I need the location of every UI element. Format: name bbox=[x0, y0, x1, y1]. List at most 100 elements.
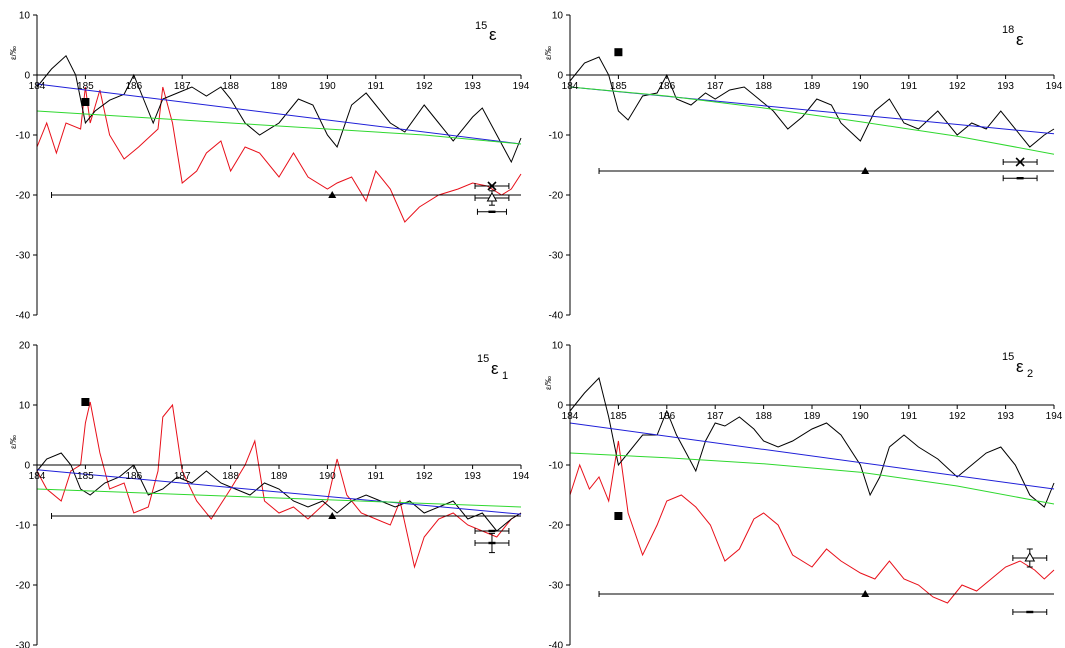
panel-title-symbol: ε bbox=[1016, 30, 1024, 49]
y-axis-title: ε/‰ bbox=[9, 46, 18, 60]
black-series-line bbox=[36, 452, 522, 532]
x-tick-label: 189 bbox=[271, 81, 288, 92]
black-series-line bbox=[36, 54, 522, 164]
x-tick-label: 187 bbox=[174, 471, 191, 482]
y-tick-label: -10 bbox=[16, 521, 31, 532]
x-tick-label: 185 bbox=[77, 471, 94, 482]
x-tick-label: 184 bbox=[29, 81, 46, 92]
y-tick-label: -30 bbox=[16, 641, 31, 648]
chart-panel-15eps2: 10 0 -10 -20 -30 -40 184 185 186 187 188 189 190 191 1… bbox=[544, 341, 1063, 648]
marker-triangle bbox=[861, 590, 870, 597]
y-tick-label: -20 bbox=[549, 191, 564, 202]
panel-title-subscript: 1 bbox=[502, 370, 508, 382]
x-tick-label: 191 bbox=[367, 471, 384, 482]
open-triangle-mark bbox=[486, 191, 498, 202]
y-axis-title: ε/‰ bbox=[544, 376, 553, 390]
x-tick-label: 186 bbox=[125, 471, 142, 482]
x-tick-label: 188 bbox=[755, 411, 772, 422]
x-tick-label: 186 bbox=[658, 81, 675, 92]
open-triangle-mark bbox=[1024, 551, 1036, 562]
marker-square bbox=[81, 98, 90, 106]
square-mark bbox=[614, 48, 623, 57]
dash-mark bbox=[488, 541, 496, 545]
y-tick-label: 10 bbox=[19, 11, 31, 22]
marker-dash bbox=[1012, 609, 1048, 615]
green-trend-line bbox=[569, 452, 1055, 505]
x-tick-label: 191 bbox=[900, 81, 917, 92]
triangle-mark bbox=[328, 512, 337, 519]
y-tick-label: -30 bbox=[16, 251, 31, 262]
marker-dash bbox=[476, 208, 507, 215]
dash-mark bbox=[488, 529, 496, 533]
green-trend-line bbox=[36, 110, 522, 145]
marker-cross bbox=[1002, 157, 1038, 167]
x-tick-label: 185 bbox=[610, 411, 627, 422]
x-tick-label: 193 bbox=[997, 411, 1014, 422]
x-tick-label: 185 bbox=[77, 81, 94, 92]
marker-cross bbox=[474, 181, 510, 191]
x-tick-label: 193 bbox=[997, 81, 1014, 92]
y-axis-title: ε/‰ bbox=[544, 46, 553, 60]
panel-title-superscript: 15 bbox=[477, 353, 489, 365]
y-axis-title: ε/‰ bbox=[9, 435, 18, 449]
x-tick-label: 194 bbox=[513, 471, 530, 482]
triangle-mark bbox=[861, 590, 870, 597]
panel-title-subscript: 2 bbox=[1027, 368, 1033, 380]
square-mark bbox=[81, 98, 90, 106]
blue-trend-line bbox=[36, 83, 522, 145]
panel-title-symbol: ε bbox=[1016, 357, 1024, 376]
panel-title: 15 ε bbox=[475, 20, 497, 44]
marker-triangle bbox=[328, 512, 337, 519]
green-trend-line bbox=[36, 488, 522, 508]
dash-mark bbox=[1026, 610, 1034, 614]
marker-square bbox=[81, 398, 90, 406]
marker-square bbox=[614, 48, 623, 57]
y-tick-label: 0 bbox=[24, 71, 30, 82]
x-tick-label: 186 bbox=[658, 411, 675, 422]
marker-square bbox=[614, 512, 623, 520]
panel-title-superscript: 15 bbox=[475, 20, 487, 32]
x-tick-label: 187 bbox=[707, 81, 724, 92]
x-tick-label: 190 bbox=[319, 471, 336, 482]
panel-title: 15 ε 2 bbox=[1002, 351, 1033, 380]
x-tick-label: 188 bbox=[755, 81, 772, 92]
x-tick-label: 186 bbox=[125, 81, 142, 92]
x-tick-label: 189 bbox=[271, 471, 288, 482]
y-tick-label: 0 bbox=[24, 461, 30, 472]
y-tick-label: -40 bbox=[16, 311, 31, 322]
x-tick-label: 192 bbox=[949, 411, 966, 422]
y-tick-label: 10 bbox=[552, 341, 564, 352]
y-tick-label: -10 bbox=[549, 131, 564, 142]
x-tick-label: 190 bbox=[852, 81, 869, 92]
cross-mark bbox=[487, 181, 497, 191]
marker-open-triangle bbox=[474, 190, 510, 206]
chart-panel-18eps: 10 0 -10 -20 -30 -40 184 185 186 187 188 189 190 191 1… bbox=[544, 11, 1063, 322]
x-tick-label: 193 bbox=[464, 471, 481, 482]
x-tick-label: 191 bbox=[367, 81, 384, 92]
triangle-mark bbox=[861, 167, 870, 174]
x-tick-label: 191 bbox=[900, 411, 917, 422]
marker-triangle bbox=[328, 191, 337, 198]
x-tick-label: 184 bbox=[29, 471, 46, 482]
panel-title: 15 ε 1 bbox=[477, 353, 508, 382]
y-tick-label: -40 bbox=[549, 641, 564, 648]
x-tick-label: 192 bbox=[949, 81, 966, 92]
cross-mark bbox=[1015, 157, 1025, 167]
chart-panel-15eps: 10 0 -10 -20 -30 -40 184 185 186 187 188 189 190 191 1… bbox=[9, 11, 530, 322]
square-mark bbox=[81, 398, 90, 406]
x-tick-label: 192 bbox=[416, 471, 433, 482]
y-tick-label: -10 bbox=[549, 461, 564, 472]
x-tick-label: 194 bbox=[1046, 411, 1063, 422]
y-tick-label: 20 bbox=[19, 341, 31, 352]
red-series-line bbox=[569, 440, 1055, 604]
black-series-line bbox=[569, 56, 1055, 148]
y-tick-label: 10 bbox=[19, 401, 31, 412]
x-tick-label: 184 bbox=[562, 411, 579, 422]
y-tick-label: -30 bbox=[549, 251, 564, 262]
green-trend-line bbox=[569, 86, 1055, 155]
x-tick-label: 194 bbox=[513, 81, 530, 92]
x-tick-label: 187 bbox=[707, 411, 724, 422]
y-tick-label: 0 bbox=[557, 401, 563, 412]
x-tick-label: 188 bbox=[222, 81, 239, 92]
x-tick-label: 185 bbox=[610, 81, 627, 92]
